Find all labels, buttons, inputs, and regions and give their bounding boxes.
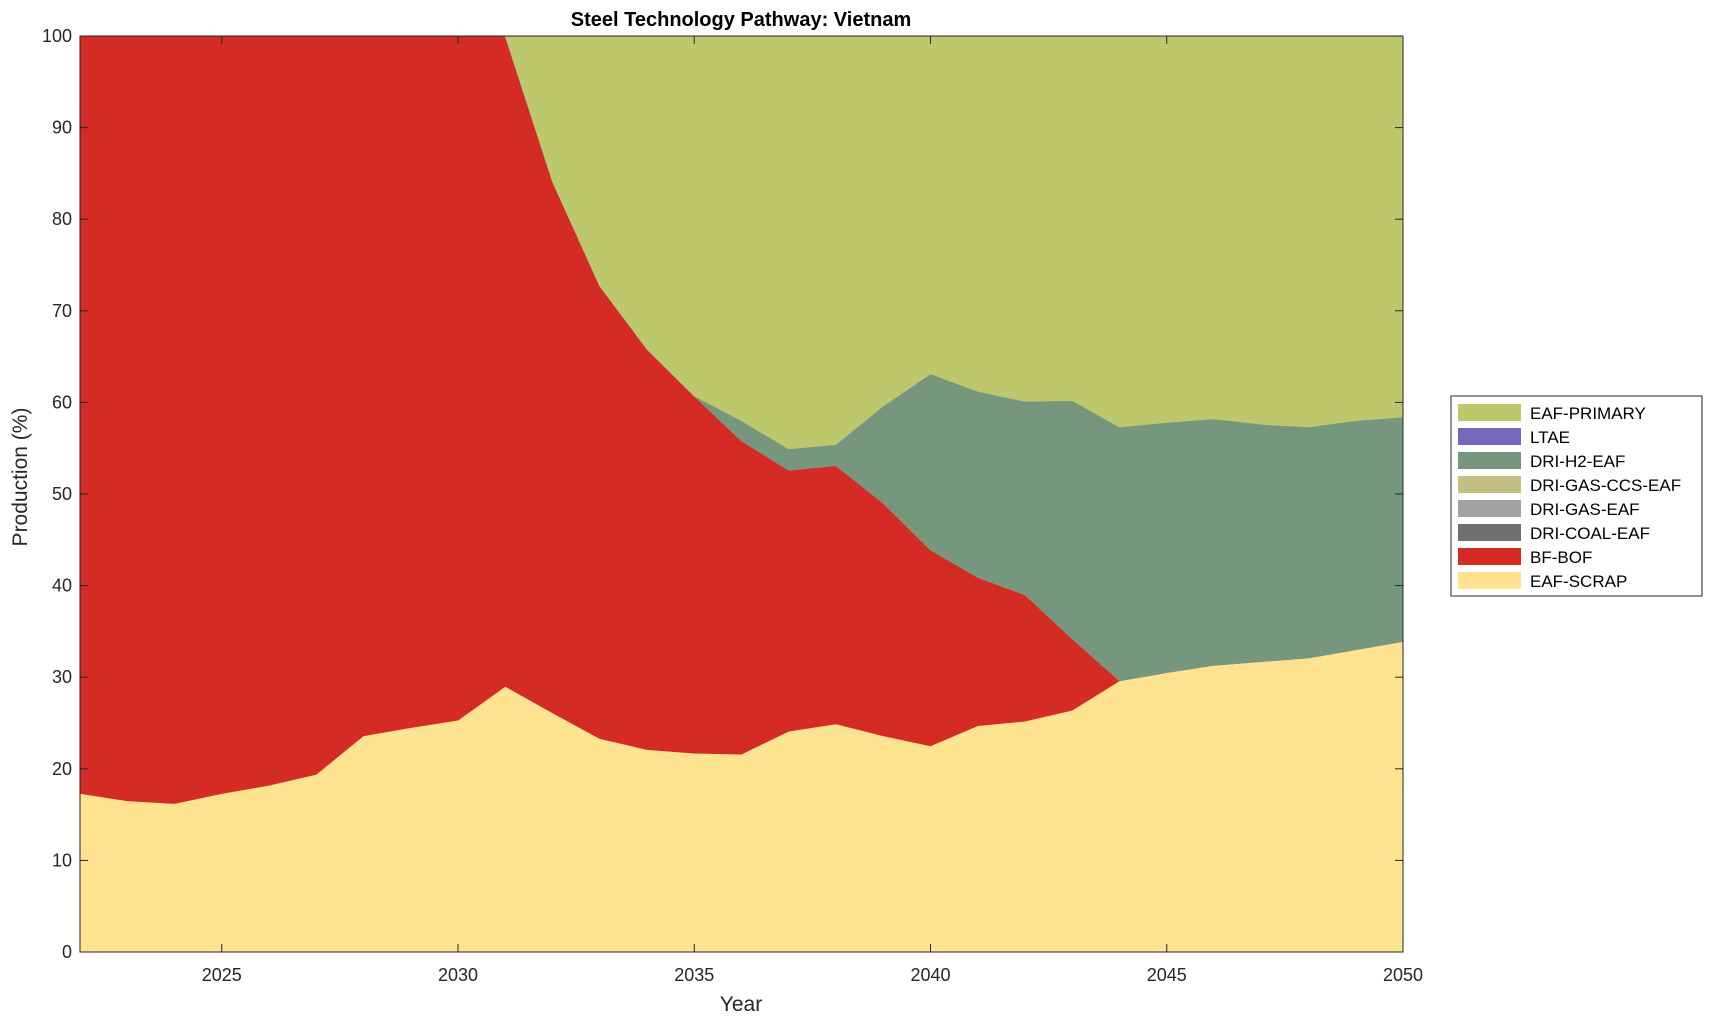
- legend-label-dri-gas-eaf: DRI-GAS-EAF: [1530, 500, 1640, 519]
- legend-label-bf-bof: BF-BOF: [1530, 548, 1592, 567]
- legend-swatch-dri-gas-eaf: [1458, 500, 1521, 517]
- y-tick-label: 100: [42, 26, 72, 46]
- chart-title: Steel Technology Pathway: Vietnam: [571, 9, 911, 31]
- legend-swatch-ltae: [1458, 428, 1521, 445]
- y-tick-label: 60: [52, 392, 72, 412]
- y-tick-label: 70: [52, 301, 72, 321]
- legend-label-ltae: LTAE: [1530, 428, 1570, 447]
- y-tick-label: 30: [52, 667, 72, 687]
- y-tick-label: 0: [62, 942, 72, 962]
- y-tick-label: 80: [52, 209, 72, 229]
- legend-swatch-eaf-scrap: [1458, 572, 1521, 589]
- legend-label-dri-gas-ccs-eaf: DRI-GAS-CCS-EAF: [1530, 476, 1681, 495]
- y-axis-title: Production (%): [9, 408, 32, 547]
- legend-swatch-dri-h2-eaf: [1458, 452, 1521, 469]
- legend-label-eaf-primary: EAF-PRIMARY: [1530, 404, 1646, 423]
- y-tick-label: 10: [52, 850, 72, 870]
- x-tick-label: 2030: [438, 965, 478, 985]
- legend-label-eaf-scrap: EAF-SCRAP: [1530, 572, 1627, 591]
- legend-swatch-bf-bof: [1458, 548, 1521, 565]
- legend-label-dri-h2-eaf: DRI-H2-EAF: [1530, 452, 1625, 471]
- x-tick-label: 2045: [1147, 965, 1187, 985]
- x-axis-title: Year: [720, 993, 762, 1016]
- legend-swatch-dri-coal-eaf: [1458, 524, 1521, 541]
- x-tick-label: 2025: [202, 965, 242, 985]
- x-tick-label: 2040: [910, 965, 950, 985]
- legend-label-dri-coal-eaf: DRI-COAL-EAF: [1530, 524, 1650, 543]
- y-tick-label: 40: [52, 576, 72, 596]
- areas-layer: [79, 35, 1404, 953]
- x-tick-label: 2035: [674, 965, 714, 985]
- y-tick-label: 50: [52, 484, 72, 504]
- legend: EAF-PRIMARY LTAE DRI-H2-EAF DRI-GAS-CCS-EAF…: [1450, 395, 1703, 597]
- y-tick-label: 20: [52, 759, 72, 779]
- x-tick-label: 2050: [1383, 965, 1423, 985]
- legend-swatch-dri-gas-ccs-eaf: [1458, 476, 1521, 493]
- legend-swatch-eaf-primary: [1458, 404, 1521, 421]
- y-tick-label: 90: [52, 118, 72, 138]
